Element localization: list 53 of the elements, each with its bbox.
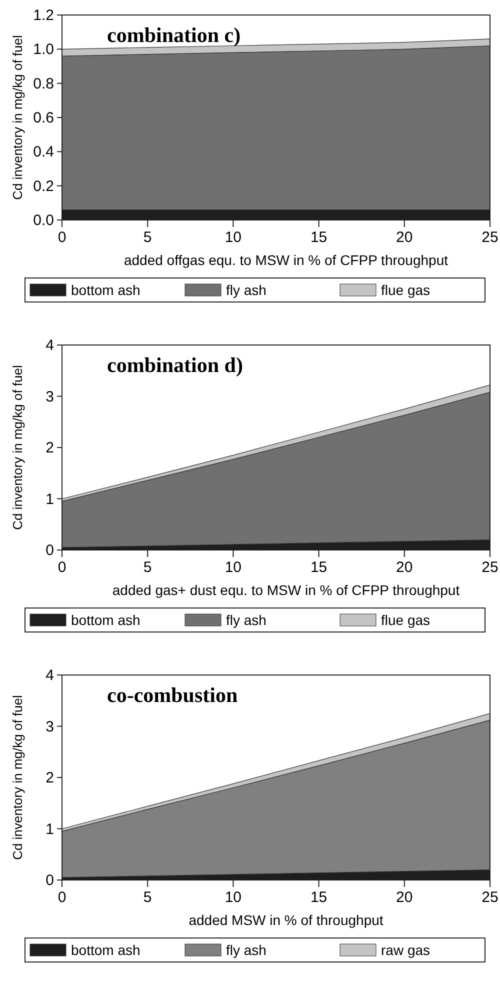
x-tick-label: 15 xyxy=(310,559,328,576)
y-tick-label: 0.4 xyxy=(33,144,54,161)
legend-label: fly ash xyxy=(226,942,266,958)
legend-label: fly ash xyxy=(226,282,266,298)
y-tick-label: 4 xyxy=(46,337,54,354)
x-axis-title: added MSW in % of throughput xyxy=(188,912,384,928)
x-tick-label: 25 xyxy=(482,229,498,246)
x-tick-label: 5 xyxy=(143,229,152,246)
x-tick-label: 0 xyxy=(58,559,66,576)
y-tick-label: 1 xyxy=(46,820,54,838)
y-axis-title: Cd inventory in mg/kg of fuel xyxy=(10,365,25,530)
legend-label: flue gas xyxy=(381,612,430,628)
y-tick-label: 0.0 xyxy=(33,212,54,229)
y-tick-label: 1.2 xyxy=(33,7,54,24)
legend-label: flue gas xyxy=(381,282,430,298)
legend-label: raw gas xyxy=(381,942,430,958)
x-tick-label: 25 xyxy=(482,889,498,906)
x-axis-title: added gas+ dust equ. to MSW in % of CFPP throughput xyxy=(112,582,460,598)
x-tick-label: 5 xyxy=(143,559,152,576)
x-tick-label: 10 xyxy=(224,889,242,906)
y-tick-label: 0 xyxy=(46,542,54,559)
x-tick-label: 15 xyxy=(310,229,328,246)
y-tick-label: 3 xyxy=(46,388,54,406)
chart-title: combination c) xyxy=(107,23,241,47)
x-tick-label: 20 xyxy=(396,559,413,576)
x-tick-label: 20 xyxy=(396,889,413,906)
legend-label: bottom ash xyxy=(71,942,140,958)
x-tick-label: 15 xyxy=(310,889,328,906)
y-tick-label: 0.6 xyxy=(33,110,54,126)
y-tick-label: 2 xyxy=(46,770,54,786)
y-tick-label: 2 xyxy=(46,440,54,456)
x-tick-label: 0 xyxy=(58,229,66,246)
x-axis-title: added offgas equ. to MSW in % of CFPP throughput xyxy=(124,252,448,268)
x-tick-label: 0 xyxy=(58,889,66,906)
y-axis-title: Cd inventory in mg/kg of fuel xyxy=(10,695,25,860)
x-tick-label: 10 xyxy=(224,559,242,576)
y-tick-label: 0.8 xyxy=(33,75,54,92)
y-tick-label: 4 xyxy=(46,667,54,684)
y-tick-label: 0.2 xyxy=(33,178,54,195)
x-tick-label: 20 xyxy=(396,229,413,246)
y-tick-label: 3 xyxy=(46,718,54,736)
y-tick-label: 0 xyxy=(46,872,54,889)
x-tick-label: 25 xyxy=(482,559,498,576)
legend-label: bottom ash xyxy=(71,612,140,628)
y-axis-title: Cd inventory in mg/kg of fuel xyxy=(10,35,25,200)
legend-label: bottom ash xyxy=(71,282,140,298)
legend-label: fly ash xyxy=(226,612,266,628)
x-tick-label: 5 xyxy=(143,889,152,906)
x-tick-label: 10 xyxy=(224,229,242,246)
chart-title: combination d) xyxy=(107,353,243,377)
chart-title: co-combustion xyxy=(107,683,238,707)
y-tick-label: 1 xyxy=(46,490,54,508)
y-tick-label: 1.0 xyxy=(33,41,54,58)
